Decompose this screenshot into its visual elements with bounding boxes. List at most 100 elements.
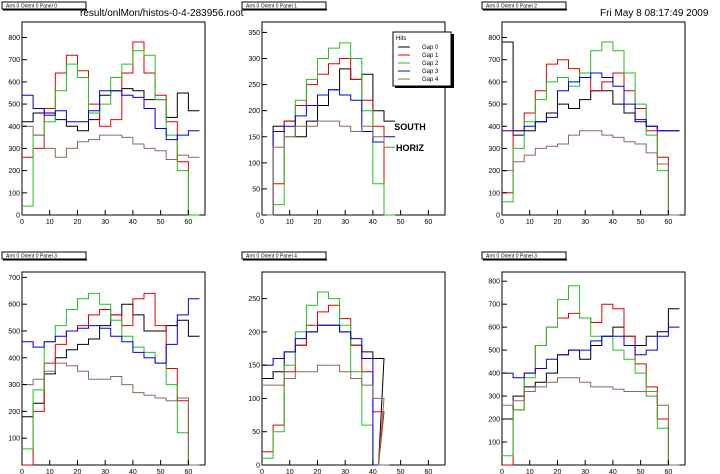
panel-title-shadow (243, 259, 327, 261)
x-tick-label: 0 (260, 219, 264, 226)
y-tick-label: 700 (8, 275, 20, 282)
series-line-gap-2 (262, 42, 396, 216)
series-line-gap-3 (262, 89, 396, 216)
y-tick-label: 50 (252, 429, 260, 436)
y-tick-label: 300 (488, 394, 500, 401)
panel-title: Arm 0 Orient 0 Panel 3 (6, 254, 57, 260)
panel-3: Arm 0 Orient 0 Panel 3100200300400500600… (1, 251, 206, 474)
y-tick-label: 600 (8, 302, 20, 309)
plot-frame (21, 21, 206, 216)
panel-title: Arm 0 Orient 0 Panel 3 (486, 254, 537, 260)
plot-frame (261, 271, 446, 466)
x-tick-label: 10 (526, 469, 534, 474)
y-tick-label: 500 (8, 102, 20, 109)
x-tick-label: 30 (101, 469, 109, 474)
y-tick-label: 200 (248, 329, 260, 336)
x-tick-label: 60 (664, 219, 672, 226)
x-tick-label: 10 (526, 219, 534, 226)
y-tick-label: 150 (248, 134, 260, 141)
x-tick-label: 20 (74, 469, 82, 474)
y-tick-label: 400 (488, 371, 500, 378)
x-tick-label: 20 (554, 219, 562, 226)
x-tick-label: 30 (341, 219, 349, 226)
x-tick-label: 0 (20, 219, 24, 226)
series-line-gap-4 (22, 125, 200, 160)
y-tick-label: 700 (488, 57, 500, 64)
y-tick-label: 400 (8, 124, 20, 131)
x-tick-label: 30 (581, 219, 589, 226)
panel-title-shadow (483, 9, 567, 11)
series-line-gap-4 (262, 120, 396, 216)
y-tick-label: 100 (488, 190, 500, 197)
panel-title-shadow (3, 259, 87, 261)
panel-title-shadow (243, 9, 327, 11)
panel-0: Arm 0 Orient 0 Panel 0010020030040050060… (1, 1, 206, 226)
x-tick-label: 60 (424, 219, 432, 226)
y-tick-label: 400 (8, 355, 20, 362)
panel-title: Arm 0 Orient 0 Panel 4 (246, 254, 297, 260)
x-tick-label: 40 (369, 219, 377, 226)
plot-frame (21, 271, 206, 466)
y-tick-label: 200 (488, 417, 500, 424)
legend-entry: Gap 0 (422, 45, 439, 51)
x-tick-label: 60 (184, 469, 192, 474)
y-tick-label: 800 (8, 35, 20, 42)
x-tick-label: 20 (554, 469, 562, 474)
y-tick-label: 150 (248, 363, 260, 370)
x-tick-label: 30 (581, 469, 589, 474)
series-line-gap-3 (22, 298, 200, 364)
y-tick-label: 200 (8, 409, 20, 416)
x-tick-label: 40 (369, 469, 377, 474)
legend-entry: Gap 4 (422, 77, 439, 83)
x-tick-label: 0 (500, 219, 504, 226)
y-tick-label: 350 (248, 30, 260, 37)
x-tick-label: 40 (609, 219, 617, 226)
x-tick-label: 10 (286, 219, 294, 226)
x-tick-label: 30 (101, 219, 109, 226)
x-tick-label: 0 (500, 469, 504, 474)
x-tick-label: 20 (314, 219, 322, 226)
plot-frame (261, 21, 446, 216)
y-tick-label: 100 (248, 396, 260, 403)
series-line-gap-2 (262, 291, 390, 466)
y-tick-label: 300 (8, 382, 20, 389)
panel-title: Arm 0 Orient 0 Panel 2 (486, 4, 537, 10)
x-tick-label: 0 (260, 469, 264, 474)
panel-title-shadow (3, 9, 87, 11)
annotation-south: SOUTH (394, 122, 426, 132)
y-tick-label: 250 (248, 296, 260, 303)
y-tick-label: 400 (488, 124, 500, 131)
panel-4: Arm 0 Orient 0 Panel 4 0 50 100 150 200 250 0 10… (241, 251, 446, 474)
legend-entry: Gap 1 (422, 53, 439, 59)
y-tick-label: 0 (16, 213, 20, 220)
series-line-gap-1 (22, 41, 200, 216)
x-tick-label: 30 (341, 469, 349, 474)
y-tick-label: 800 (488, 35, 500, 42)
file-title: result/onlMon/histos-0-4-283956.root (80, 8, 244, 19)
panel-5: Arm 0 Orient 0 Panel 3100200300400500600… (481, 251, 686, 474)
series-line-gap-3 (262, 324, 390, 466)
y-tick-label: 700 (8, 57, 20, 64)
series-line-gap-4 (502, 377, 680, 466)
series-line-gap-3 (502, 326, 680, 379)
x-tick-label: 40 (129, 469, 137, 474)
series-line-gap-0 (262, 324, 390, 466)
y-tick-label: 300 (248, 56, 260, 63)
x-tick-label: 50 (157, 219, 165, 226)
y-tick-label: 0 (496, 213, 500, 220)
y-tick-label: 700 (488, 302, 500, 309)
series-line-gap-4 (502, 130, 680, 216)
legend-shadow (451, 34, 454, 88)
series-line-gap-2 (22, 50, 200, 216)
y-tick-label: 300 (488, 146, 500, 153)
x-tick-label: 40 (609, 469, 617, 474)
y-tick-label: 800 (488, 279, 500, 286)
plot-frame (501, 21, 686, 216)
legend-entry: Gap 3 (422, 69, 439, 75)
x-tick-label: 10 (46, 469, 54, 474)
y-tick-label: 0 (256, 463, 260, 470)
x-tick-label: 50 (157, 469, 165, 474)
x-tick-label: 10 (46, 219, 54, 226)
series-line-gap-4 (262, 364, 390, 466)
